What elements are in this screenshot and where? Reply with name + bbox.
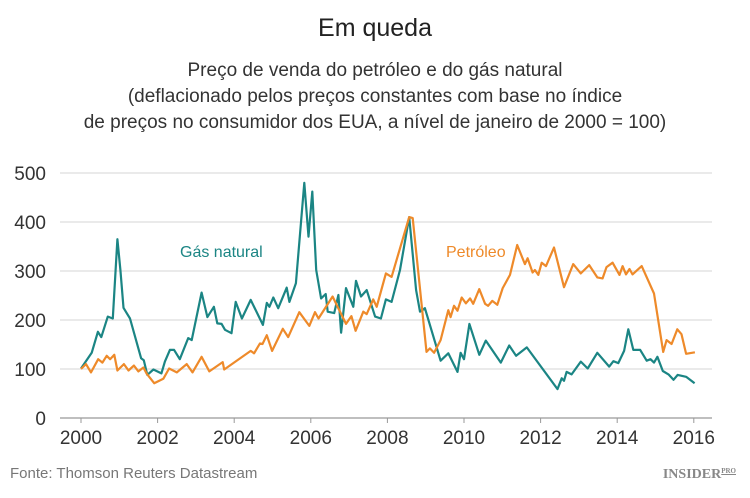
x-tick-label: 2000 (60, 428, 102, 449)
y-tick-label: 400 (14, 213, 46, 234)
y-tick-label: 200 (14, 311, 46, 332)
x-tick-label: 2002 (136, 428, 178, 449)
x-tick-label: 2004 (213, 428, 256, 449)
subtitle-line: de preços no consumidor dos EUA, a nível… (83, 112, 667, 133)
x-tick-label: 2010 (443, 428, 485, 449)
logo-text: INSIDER (662, 467, 722, 482)
logo-sup: PRO (721, 467, 736, 475)
series-line-gas-natural (80, 181, 696, 391)
subtitle-line: Preço de venda do petróleo e do gás natu… (187, 60, 563, 81)
series-label: Petróleo (446, 244, 506, 261)
y-tick-label: 0 (35, 409, 46, 430)
series-label: Gás natural (180, 244, 263, 261)
series-line-petroleo (80, 216, 696, 385)
y-tick-label: 300 (14, 262, 46, 283)
x-tick-label: 2008 (366, 428, 408, 449)
chart-title: Em queda (318, 14, 432, 42)
insider-pro-logo: INSIDERPRO (663, 467, 736, 483)
y-tick-label: 500 (14, 164, 46, 185)
x-tick-label: 2006 (290, 428, 332, 449)
subtitle-line: (deflacionado pelos preços constantes co… (127, 86, 623, 107)
y-tick-label: 100 (14, 360, 46, 381)
x-tick-label: 2016 (673, 428, 715, 449)
source-note: Fonte: Thomson Reuters Datastream (10, 465, 258, 482)
x-tick-label: 2012 (519, 428, 561, 449)
x-tick-label: 2014 (596, 428, 639, 449)
chart-subtitle: Preço de venda do petróleo e do gás natu… (0, 58, 750, 136)
